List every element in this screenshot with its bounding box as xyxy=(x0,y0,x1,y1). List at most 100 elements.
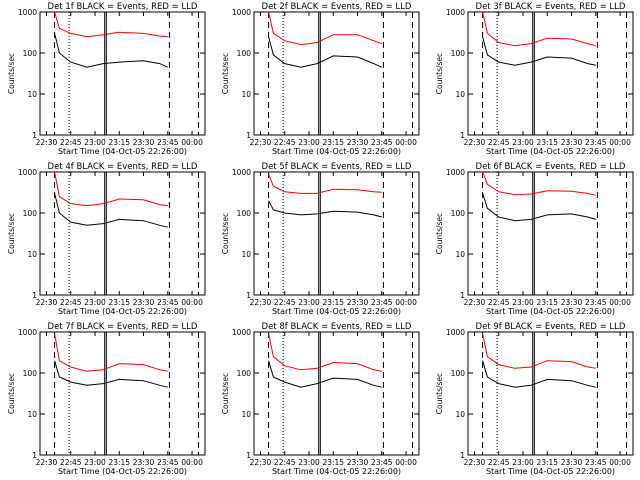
panel-title: Det 3f BLACK = Events, RED = LLD xyxy=(476,2,626,12)
x-tick-label: 00:00 xyxy=(609,298,631,307)
y-axis-label: Counts/sec xyxy=(221,53,230,94)
detector-panel: Det 7f BLACK = Events, RED = LLD 1 10 100 10… xyxy=(7,322,206,476)
detector-panel: Det 5f BLACK = Events, RED = LLD 1 10 100 10… xyxy=(221,162,420,316)
x-tick-label: 23:30 xyxy=(347,298,369,307)
lld-series-line xyxy=(54,333,168,372)
x-tick-label: 23:00 xyxy=(512,298,534,307)
detector-panel: Det 2f BLACK = Events, RED = LLD 1 10 100 10… xyxy=(221,2,420,156)
plot-frame xyxy=(467,171,634,296)
events-series-line xyxy=(54,360,168,388)
x-tick-label: 23:30 xyxy=(133,138,155,147)
y-axis-label: Counts/sec xyxy=(435,213,444,254)
panel-title: Det 8f BLACK = Events, RED = LLD xyxy=(262,322,412,332)
detector-panel: Det 4f BLACK = Events, RED = LLD 1 10 100 10… xyxy=(7,162,206,316)
lld-series-line xyxy=(268,11,382,46)
x-axis-label: Start Time (04-Oct-05 22:26:00) xyxy=(58,307,187,316)
x-tick-label: 23:15 xyxy=(108,458,130,467)
x-tick-label: 23:30 xyxy=(561,138,583,147)
x-axis-label: Start Time (04-Oct-05 22:26:00) xyxy=(272,467,401,476)
x-tick-label: 23:00 xyxy=(298,458,320,467)
x-tick-label: 22:30 xyxy=(36,138,58,147)
events-series-line xyxy=(268,200,382,218)
x-tick-label: 22:30 xyxy=(36,458,58,467)
x-axis-label: Start Time (04-Oct-05 22:26:00) xyxy=(486,467,615,476)
x-tick-label: 22:45 xyxy=(488,458,510,467)
y-tick-label: 1 xyxy=(460,291,465,300)
x-tick-label: 22:45 xyxy=(60,298,82,307)
y-tick-label: 1 xyxy=(460,131,465,140)
events-series-line xyxy=(268,360,382,388)
y-axis-label: Counts/sec xyxy=(7,53,16,94)
x-axis-label: Start Time (04-Oct-05 22:26:00) xyxy=(272,307,401,316)
x-tick-label: 23:30 xyxy=(133,458,155,467)
x-tick-label: 23:00 xyxy=(512,458,534,467)
y-tick-label: 100 xyxy=(237,369,252,378)
y-tick-label: 1000 xyxy=(232,8,251,17)
plot-frame xyxy=(467,11,634,136)
plot-frame xyxy=(39,331,206,456)
x-tick-label: 22:45 xyxy=(60,138,82,147)
lld-series-line xyxy=(268,173,382,194)
plot-frame xyxy=(253,171,420,296)
x-axis-label: Start Time (04-Oct-05 22:26:00) xyxy=(58,467,187,476)
x-tick-label: 23:00 xyxy=(298,138,320,147)
x-tick-label: 22:45 xyxy=(488,298,510,307)
x-tick-label: 23:15 xyxy=(322,458,344,467)
x-tick-label: 23:00 xyxy=(84,458,106,467)
x-tick-label: 23:30 xyxy=(561,458,583,467)
y-axis-label: Counts/sec xyxy=(7,213,16,254)
y-tick-label: 1 xyxy=(32,291,37,300)
y-tick-label: 10 xyxy=(27,250,37,259)
x-tick-label: 23:45 xyxy=(157,458,179,467)
x-axis-label: Start Time (04-Oct-05 22:26:00) xyxy=(486,147,615,156)
y-axis-label: Counts/sec xyxy=(7,373,16,414)
y-axis-label: Counts/sec xyxy=(435,373,444,414)
x-axis-label: Start Time (04-Oct-05 22:26:00) xyxy=(486,307,615,316)
x-tick-label: 22:30 xyxy=(250,298,272,307)
x-tick-label: 23:00 xyxy=(84,298,106,307)
y-tick-label: 100 xyxy=(451,369,466,378)
plot-frame xyxy=(253,331,420,456)
events-series-line xyxy=(54,33,169,68)
x-tick-label: 22:30 xyxy=(464,138,486,147)
y-tick-label: 1000 xyxy=(18,328,37,337)
x-tick-label: 23:15 xyxy=(536,298,558,307)
panel-title: Det 1f BLACK = Events, RED = LLD xyxy=(48,2,198,12)
y-tick-label: 10 xyxy=(455,90,465,99)
detector-panel: Det 3f BLACK = Events, RED = LLD 1 10 100 10… xyxy=(435,2,634,156)
y-tick-label: 10 xyxy=(241,250,251,259)
x-tick-label: 22:30 xyxy=(250,138,272,147)
x-tick-label: 23:45 xyxy=(585,458,607,467)
x-tick-label: 23:15 xyxy=(322,298,344,307)
y-tick-label: 100 xyxy=(451,209,466,218)
lld-series-line xyxy=(54,11,168,38)
y-tick-label: 100 xyxy=(237,209,252,218)
x-tick-label: 23:15 xyxy=(108,298,130,307)
x-tick-label: 23:45 xyxy=(371,458,393,467)
x-tick-label: 23:45 xyxy=(371,298,393,307)
x-tick-label: 22:45 xyxy=(274,458,296,467)
panel-title: Det 2f BLACK = Events, RED = LLD xyxy=(262,2,412,12)
events-series-line xyxy=(54,193,168,228)
x-tick-label: 23:30 xyxy=(133,298,155,307)
x-tick-label: 00:00 xyxy=(609,138,631,147)
y-tick-label: 1000 xyxy=(18,8,37,17)
detector-panel: Det 9f BLACK = Events, RED = LLD 1 10 100 10… xyxy=(435,322,634,476)
y-tick-label: 1000 xyxy=(18,168,37,177)
y-tick-label: 1 xyxy=(246,451,251,460)
x-axis-label: Start Time (04-Oct-05 22:26:00) xyxy=(58,147,187,156)
y-tick-label: 1 xyxy=(32,131,37,140)
x-tick-label: 23:15 xyxy=(108,138,130,147)
y-tick-label: 1000 xyxy=(446,8,465,17)
x-tick-label: 00:00 xyxy=(181,458,203,467)
y-tick-label: 100 xyxy=(451,49,466,58)
plot-frame xyxy=(39,171,206,296)
panel-title: Det 7f BLACK = Events, RED = LLD xyxy=(48,322,198,332)
x-tick-label: 22:45 xyxy=(274,298,296,307)
x-tick-label: 22:30 xyxy=(36,298,58,307)
x-tick-label: 22:30 xyxy=(464,298,486,307)
x-tick-label: 23:45 xyxy=(157,138,179,147)
plot-frame xyxy=(253,11,420,136)
y-tick-label: 100 xyxy=(237,49,252,58)
